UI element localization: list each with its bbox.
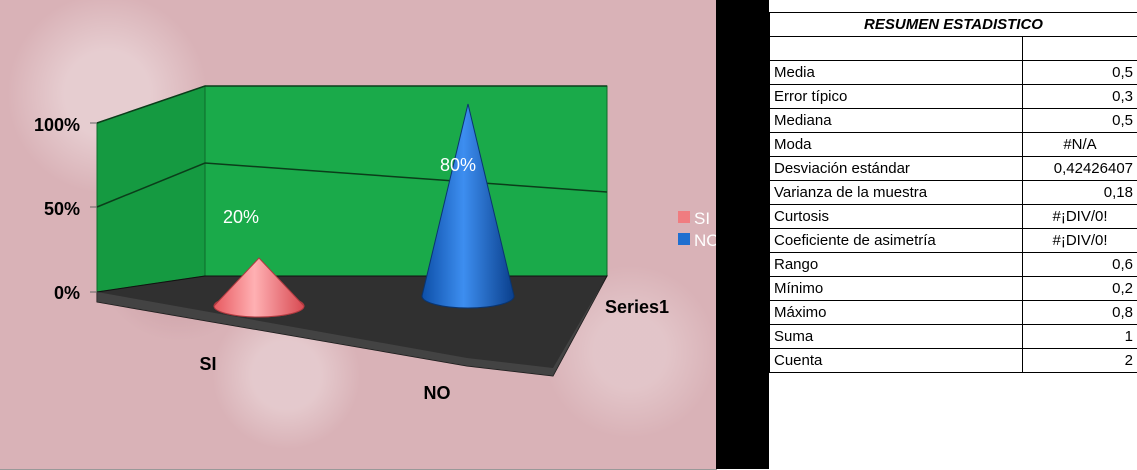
stat-value: 0,3 [1023,85,1137,109]
legend-label-si: SI [694,209,710,228]
y-tick-label: 50% [44,199,80,219]
stat-value: #¡DIV/0! [1023,205,1137,229]
stat-label: Desviación estándar [770,157,1023,181]
category-label-no: NO [424,383,451,403]
stat-label: Suma [770,325,1023,349]
legend-swatch-si [678,211,690,223]
cone-chart: 0% 50% 100% 20% 80% SI NO Series1 SI NO [0,0,716,469]
stat-label: Mínimo [770,277,1023,301]
stat-label: Error típico [770,85,1023,109]
stat-label: Varianza de la muestra [770,181,1023,205]
chart-panel: 0% 50% 100% 20% 80% SI NO Series1 SI NO [0,0,717,470]
stat-label: Mediana [770,109,1023,133]
stat-value: 1 [1023,325,1137,349]
table-header-value [1023,37,1137,61]
chart-floor [97,276,607,376]
data-label-no: 80% [440,155,476,175]
category-label-si: SI [199,354,216,374]
legend-label-no: NO [694,231,716,250]
stat-label: Curtosis [770,205,1023,229]
legend-swatch-no [678,233,690,245]
stat-value: #¡DIV/0! [1023,229,1137,253]
stat-label: Moda [770,133,1023,157]
stat-label: Cuenta [770,349,1023,373]
stat-value: 0,18 [1023,181,1137,205]
stat-label: Coeficiente de asimetría [770,229,1023,253]
y-tick-label: 0% [54,283,80,303]
data-label-si: 20% [223,207,259,227]
table-header-row [770,37,1137,61]
stat-value: 0,42426407 [1023,157,1137,181]
stat-value: 0,6 [1023,253,1137,277]
stat-value: #N/A [1023,133,1137,157]
y-tick-label: 100% [34,115,80,135]
table-row: Coeficiente de asimetría#¡DIV/0! [770,229,1137,253]
stat-label: Media [770,61,1023,85]
back-wall [205,86,607,276]
stat-value: 2 [1023,349,1137,373]
table-title: RESUMEN ESTADISTICO [770,13,1137,37]
black-separator [716,0,769,469]
table-row: Moda#N/A [770,133,1137,157]
table-row: Curtosis#¡DIV/0! [770,205,1137,229]
stat-value: 0,5 [1023,61,1137,85]
depth-axis-label: Series1 [605,297,669,317]
stat-value: 0,5 [1023,109,1137,133]
table-title-row: RESUMEN ESTADISTICO [770,13,1137,37]
stat-label: Máximo [770,301,1023,325]
stat-label: Rango [770,253,1023,277]
stat-value: 0,2 [1023,277,1137,301]
table-header-label [770,37,1023,61]
stat-value: 0,8 [1023,301,1137,325]
